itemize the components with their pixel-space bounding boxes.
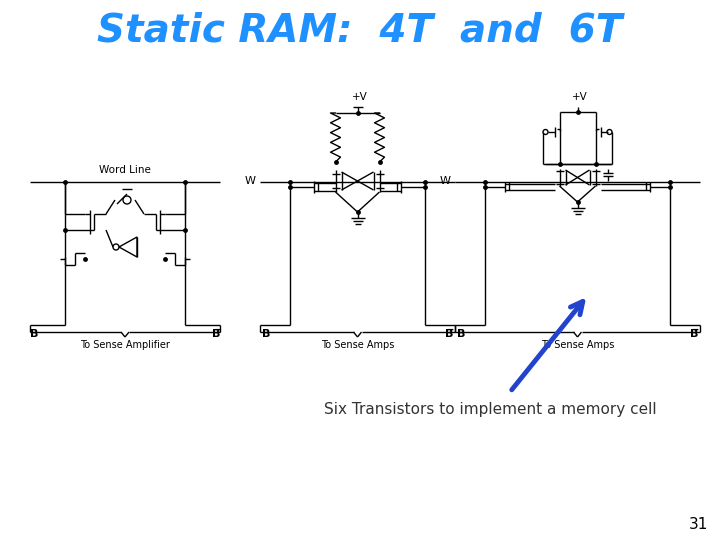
Text: B̅: B̅ [212,329,220,339]
Text: To Sense Amps: To Sense Amps [541,340,614,350]
Text: W: W [440,176,451,186]
Text: Six Transistors to implement a memory cell: Six Transistors to implement a memory ce… [324,402,657,417]
Text: +V: +V [351,92,367,102]
Text: B: B [262,329,271,339]
Text: B̅: B̅ [445,329,453,339]
Text: W: W [245,176,256,186]
Text: To Sense Amps: To Sense Amps [321,340,394,350]
Text: To Sense Amplifier: To Sense Amplifier [80,340,170,350]
Text: +V: +V [572,92,588,102]
Text: B: B [457,329,465,339]
Text: Word Line: Word Line [99,165,151,175]
Text: B: B [30,329,38,339]
Text: 31: 31 [688,517,708,532]
Text: Static RAM:  4T  and  6T: Static RAM: 4T and 6T [97,11,623,49]
Text: B̅: B̅ [690,329,698,339]
